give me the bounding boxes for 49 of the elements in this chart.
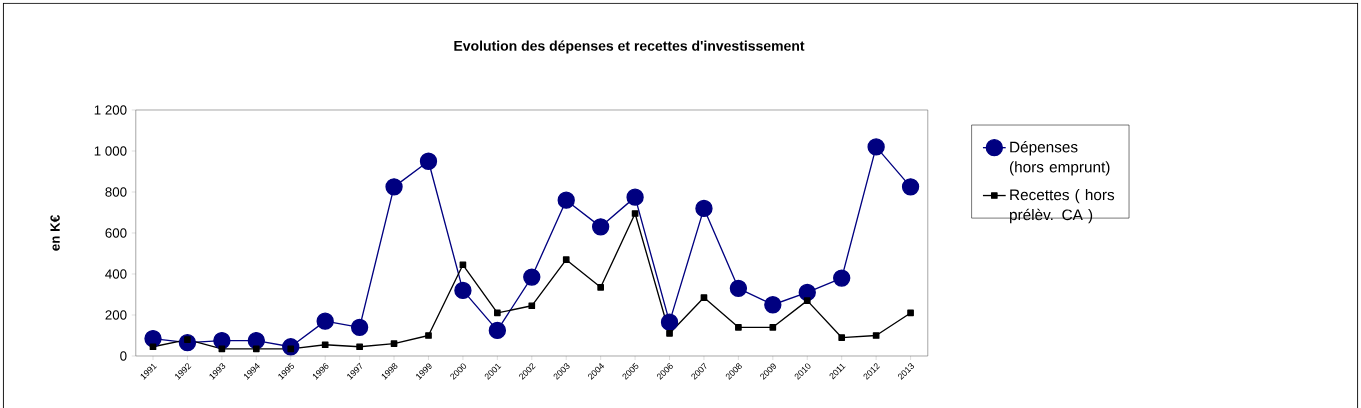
y-tick-label: 200 bbox=[105, 310, 127, 320]
point bbox=[660, 313, 679, 331]
point bbox=[700, 294, 708, 301]
y-tick-label: 400 bbox=[105, 269, 127, 279]
point bbox=[901, 178, 920, 196]
point bbox=[321, 341, 329, 349]
y-tick-label: 600 bbox=[105, 228, 127, 238]
point bbox=[316, 312, 334, 330]
point bbox=[419, 152, 438, 170]
point bbox=[528, 302, 536, 310]
point bbox=[803, 297, 811, 304]
point bbox=[385, 178, 403, 196]
point bbox=[872, 332, 880, 339]
point bbox=[350, 318, 369, 336]
point bbox=[764, 296, 782, 314]
point bbox=[597, 283, 604, 291]
point bbox=[729, 279, 748, 298]
legend-label: Dépenses (hors emprunt) bbox=[1009, 141, 1110, 176]
y-axis-title: en K€ bbox=[50, 215, 60, 251]
point bbox=[735, 323, 742, 331]
point bbox=[425, 332, 432, 339]
point bbox=[149, 343, 157, 351]
y-tick-label: 0 bbox=[120, 351, 127, 361]
y-tick-label: 1 000 bbox=[94, 146, 127, 156]
point bbox=[769, 323, 777, 331]
point bbox=[488, 321, 507, 340]
point bbox=[218, 345, 226, 353]
point bbox=[557, 191, 575, 209]
point bbox=[838, 334, 846, 341]
point bbox=[459, 261, 467, 269]
point bbox=[626, 188, 644, 206]
y-tick-label: 1 200 bbox=[94, 105, 127, 115]
point bbox=[252, 345, 260, 353]
point bbox=[833, 269, 851, 287]
point bbox=[562, 256, 570, 263]
point bbox=[523, 268, 541, 286]
point bbox=[356, 343, 363, 351]
point bbox=[666, 330, 673, 337]
legend-label: Recettes ( hors prélèv. CA ) bbox=[1010, 188, 1115, 224]
point bbox=[390, 340, 398, 348]
point bbox=[591, 218, 610, 236]
point bbox=[867, 138, 885, 156]
y-tick-label: 800 bbox=[105, 187, 127, 197]
point bbox=[695, 199, 713, 218]
point bbox=[631, 210, 639, 217]
chart-title: Evolution des dépenses et recettes d'investissement bbox=[454, 40, 805, 54]
point bbox=[907, 309, 914, 317]
point bbox=[454, 281, 472, 300]
point bbox=[494, 309, 501, 317]
